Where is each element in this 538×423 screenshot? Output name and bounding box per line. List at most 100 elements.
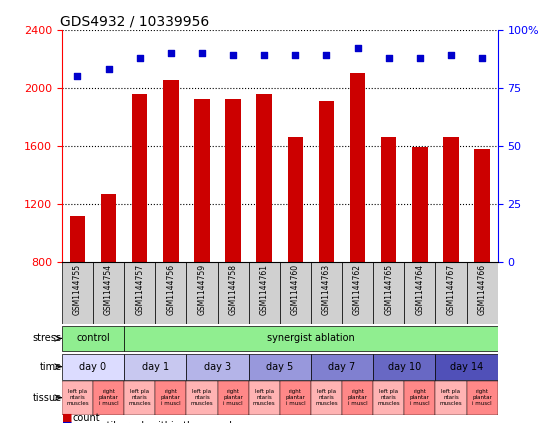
Point [415,54,424,61]
Bar [225,99,241,378]
Point [384,54,393,61]
Point [322,52,331,58]
Text: GSM1144767: GSM1144767 [447,264,456,315]
Text: day 10: day 10 [388,362,421,372]
Bar [132,93,147,378]
Bar [404,381,435,415]
Text: synergist ablation: synergist ablation [267,333,355,343]
Point [260,52,268,58]
Bar [373,381,404,415]
Text: GSM1144758: GSM1144758 [229,264,238,315]
Point [229,52,237,58]
Text: stress: stress [33,333,62,343]
Text: tissue: tissue [33,393,62,403]
Text: left pla
ntaris
muscles: left pla ntaris muscles [66,390,89,406]
Bar [69,216,85,378]
Bar [342,381,373,415]
Bar [249,354,311,379]
Text: day 3: day 3 [204,362,231,372]
Bar [62,381,93,415]
Text: left pla
ntaris
muscles: left pla ntaris muscles [440,390,462,406]
Bar [155,262,186,324]
Text: GSM1144757: GSM1144757 [135,264,144,315]
Text: right
plantar
i muscl: right plantar i muscl [410,390,430,406]
Bar [124,381,155,415]
Bar [257,93,272,378]
Point [104,66,113,72]
Bar [435,262,466,324]
Text: ■: ■ [62,420,73,423]
Text: count: count [73,412,100,423]
Text: left pla
ntaris
muscles: left pla ntaris muscles [377,390,400,406]
Bar [443,137,459,378]
Bar [101,194,116,378]
Point [167,49,175,56]
Bar [311,354,373,379]
Bar [280,262,311,324]
Bar [186,354,249,379]
Point [136,54,144,61]
Text: GSM1144755: GSM1144755 [73,264,82,315]
Text: GSM1144762: GSM1144762 [353,264,362,315]
Text: GDS4932 / 10339956: GDS4932 / 10339956 [60,14,209,28]
Text: percentile rank within the sample: percentile rank within the sample [73,420,238,423]
Bar [124,326,498,351]
Bar [412,147,428,378]
Text: left pla
ntaris
muscles: left pla ntaris muscles [129,390,151,406]
Text: GSM1144763: GSM1144763 [322,264,331,315]
Text: right
plantar
i muscl: right plantar i muscl [348,390,367,406]
Text: day 5: day 5 [266,362,293,372]
Bar [466,381,498,415]
Text: day 0: day 0 [80,362,107,372]
Bar [381,137,397,378]
Point [353,45,362,52]
Bar [287,137,303,378]
Bar [311,262,342,324]
Text: GSM1144754: GSM1144754 [104,264,113,315]
Text: right
plantar
i muscl: right plantar i muscl [472,390,492,406]
Point [197,49,206,56]
Bar [217,262,249,324]
Text: left pla
ntaris
muscles: left pla ntaris muscles [190,390,213,406]
Text: GSM1144766: GSM1144766 [478,264,486,315]
Text: right
plantar
i muscl: right plantar i muscl [285,390,305,406]
Bar [404,262,435,324]
Bar [475,149,490,378]
Text: GSM1144761: GSM1144761 [260,264,268,315]
Text: right
plantar
i muscl: right plantar i muscl [223,390,243,406]
Text: time: time [40,362,62,372]
Text: right
plantar
i muscl: right plantar i muscl [161,390,181,406]
Text: left pla
ntaris
muscles: left pla ntaris muscles [253,390,275,406]
Bar [318,101,334,378]
Text: day 1: day 1 [141,362,169,372]
Point [291,52,300,58]
Bar [194,99,210,378]
Bar [186,262,217,324]
Bar [373,262,404,324]
Text: day 7: day 7 [328,362,356,372]
Text: left pla
ntaris
muscles: left pla ntaris muscles [315,390,338,406]
Bar [124,354,186,379]
Text: day 14: day 14 [450,362,483,372]
Bar [155,381,186,415]
Text: right
plantar
i muscl: right plantar i muscl [98,390,118,406]
Bar [311,381,342,415]
Point [73,73,82,80]
Bar [62,262,93,324]
Bar [186,381,217,415]
Bar [163,80,179,378]
Bar [249,262,280,324]
Bar [280,381,311,415]
Point [447,52,455,58]
Bar [93,262,124,324]
Bar [373,354,435,379]
Bar [249,381,280,415]
Bar [466,262,498,324]
Bar [435,381,466,415]
Bar [350,73,365,378]
Bar [342,262,373,324]
Text: GSM1144765: GSM1144765 [384,264,393,315]
Text: ■: ■ [62,412,73,423]
Text: GSM1144756: GSM1144756 [166,264,175,315]
Text: GSM1144759: GSM1144759 [197,264,207,315]
